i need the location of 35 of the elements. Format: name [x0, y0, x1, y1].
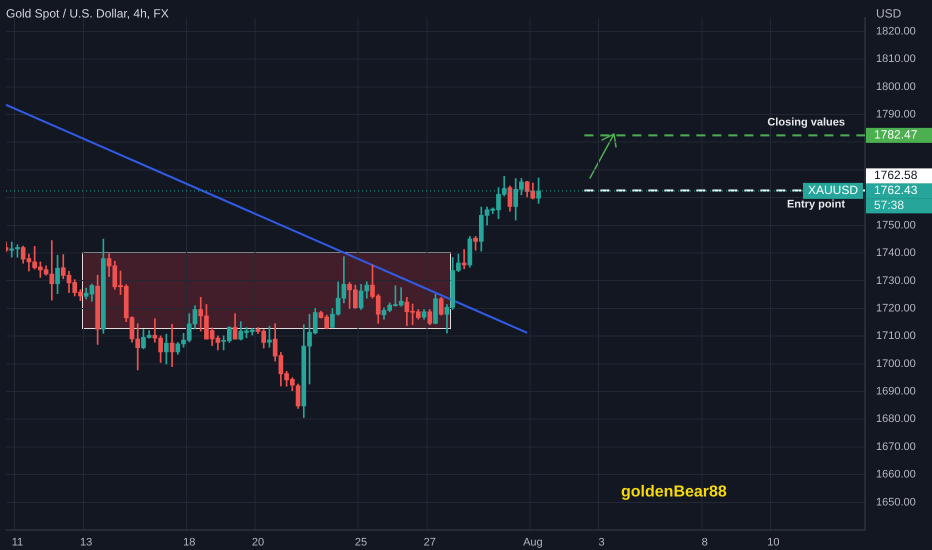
y-tick-label: 1700.00 [876, 358, 916, 370]
x-tick-label: 27 [424, 536, 436, 549]
y-axis-title: USD [876, 6, 902, 20]
x-tick-label: 11 [12, 536, 24, 549]
y-tick-label: 1730.00 [876, 274, 916, 287]
x-tick-label: 20 [252, 536, 264, 549]
y-tick-label: 1670.00 [876, 440, 916, 453]
x-tick-label: 25 [354, 536, 368, 549]
x-tick-label: 13 [80, 536, 92, 549]
y-tick-label: 1680.00 [876, 413, 916, 426]
y-tick-label: 1820.00 [876, 25, 916, 38]
y-tick-label: 1690.00 [876, 386, 916, 398]
ref-line-label: Closing values [767, 116, 845, 128]
y-tick-label: 1650.00 [876, 496, 916, 508]
y-tick-label: 1720.00 [876, 302, 916, 314]
y-tick-label: 1750.00 [876, 219, 916, 232]
x-tick-label: 8 [702, 536, 708, 549]
x-tick-label: 10 [767, 536, 780, 549]
y-tick-label: 1660.00 [876, 468, 916, 481]
x-tick-label: 3 [598, 536, 605, 549]
y-tick-label: 1810.00 [876, 53, 916, 66]
x-tick-label: Aug [523, 536, 543, 549]
annotation: goldenBear88 [621, 483, 727, 500]
y-tick-label: 1800.00 [876, 80, 916, 93]
x-tick-label: 18 [183, 536, 196, 549]
text: 1762.58 [874, 168, 918, 182]
ref-line-label: Entry point [786, 198, 846, 211]
y-tick-label: 1740.00 [876, 247, 916, 260]
y-tick-label: 1710.00 [876, 330, 916, 342]
text: 57:38 [874, 198, 904, 212]
y-tick-label: 1790.00 [876, 108, 916, 121]
ref-line-label: XAUUSD [808, 183, 858, 198]
text: 1782.47 [874, 128, 918, 142]
text: 1762.43 [874, 183, 918, 198]
chart-title: Gold Spot / U.S. Dollar, 4h, FX [6, 6, 169, 20]
